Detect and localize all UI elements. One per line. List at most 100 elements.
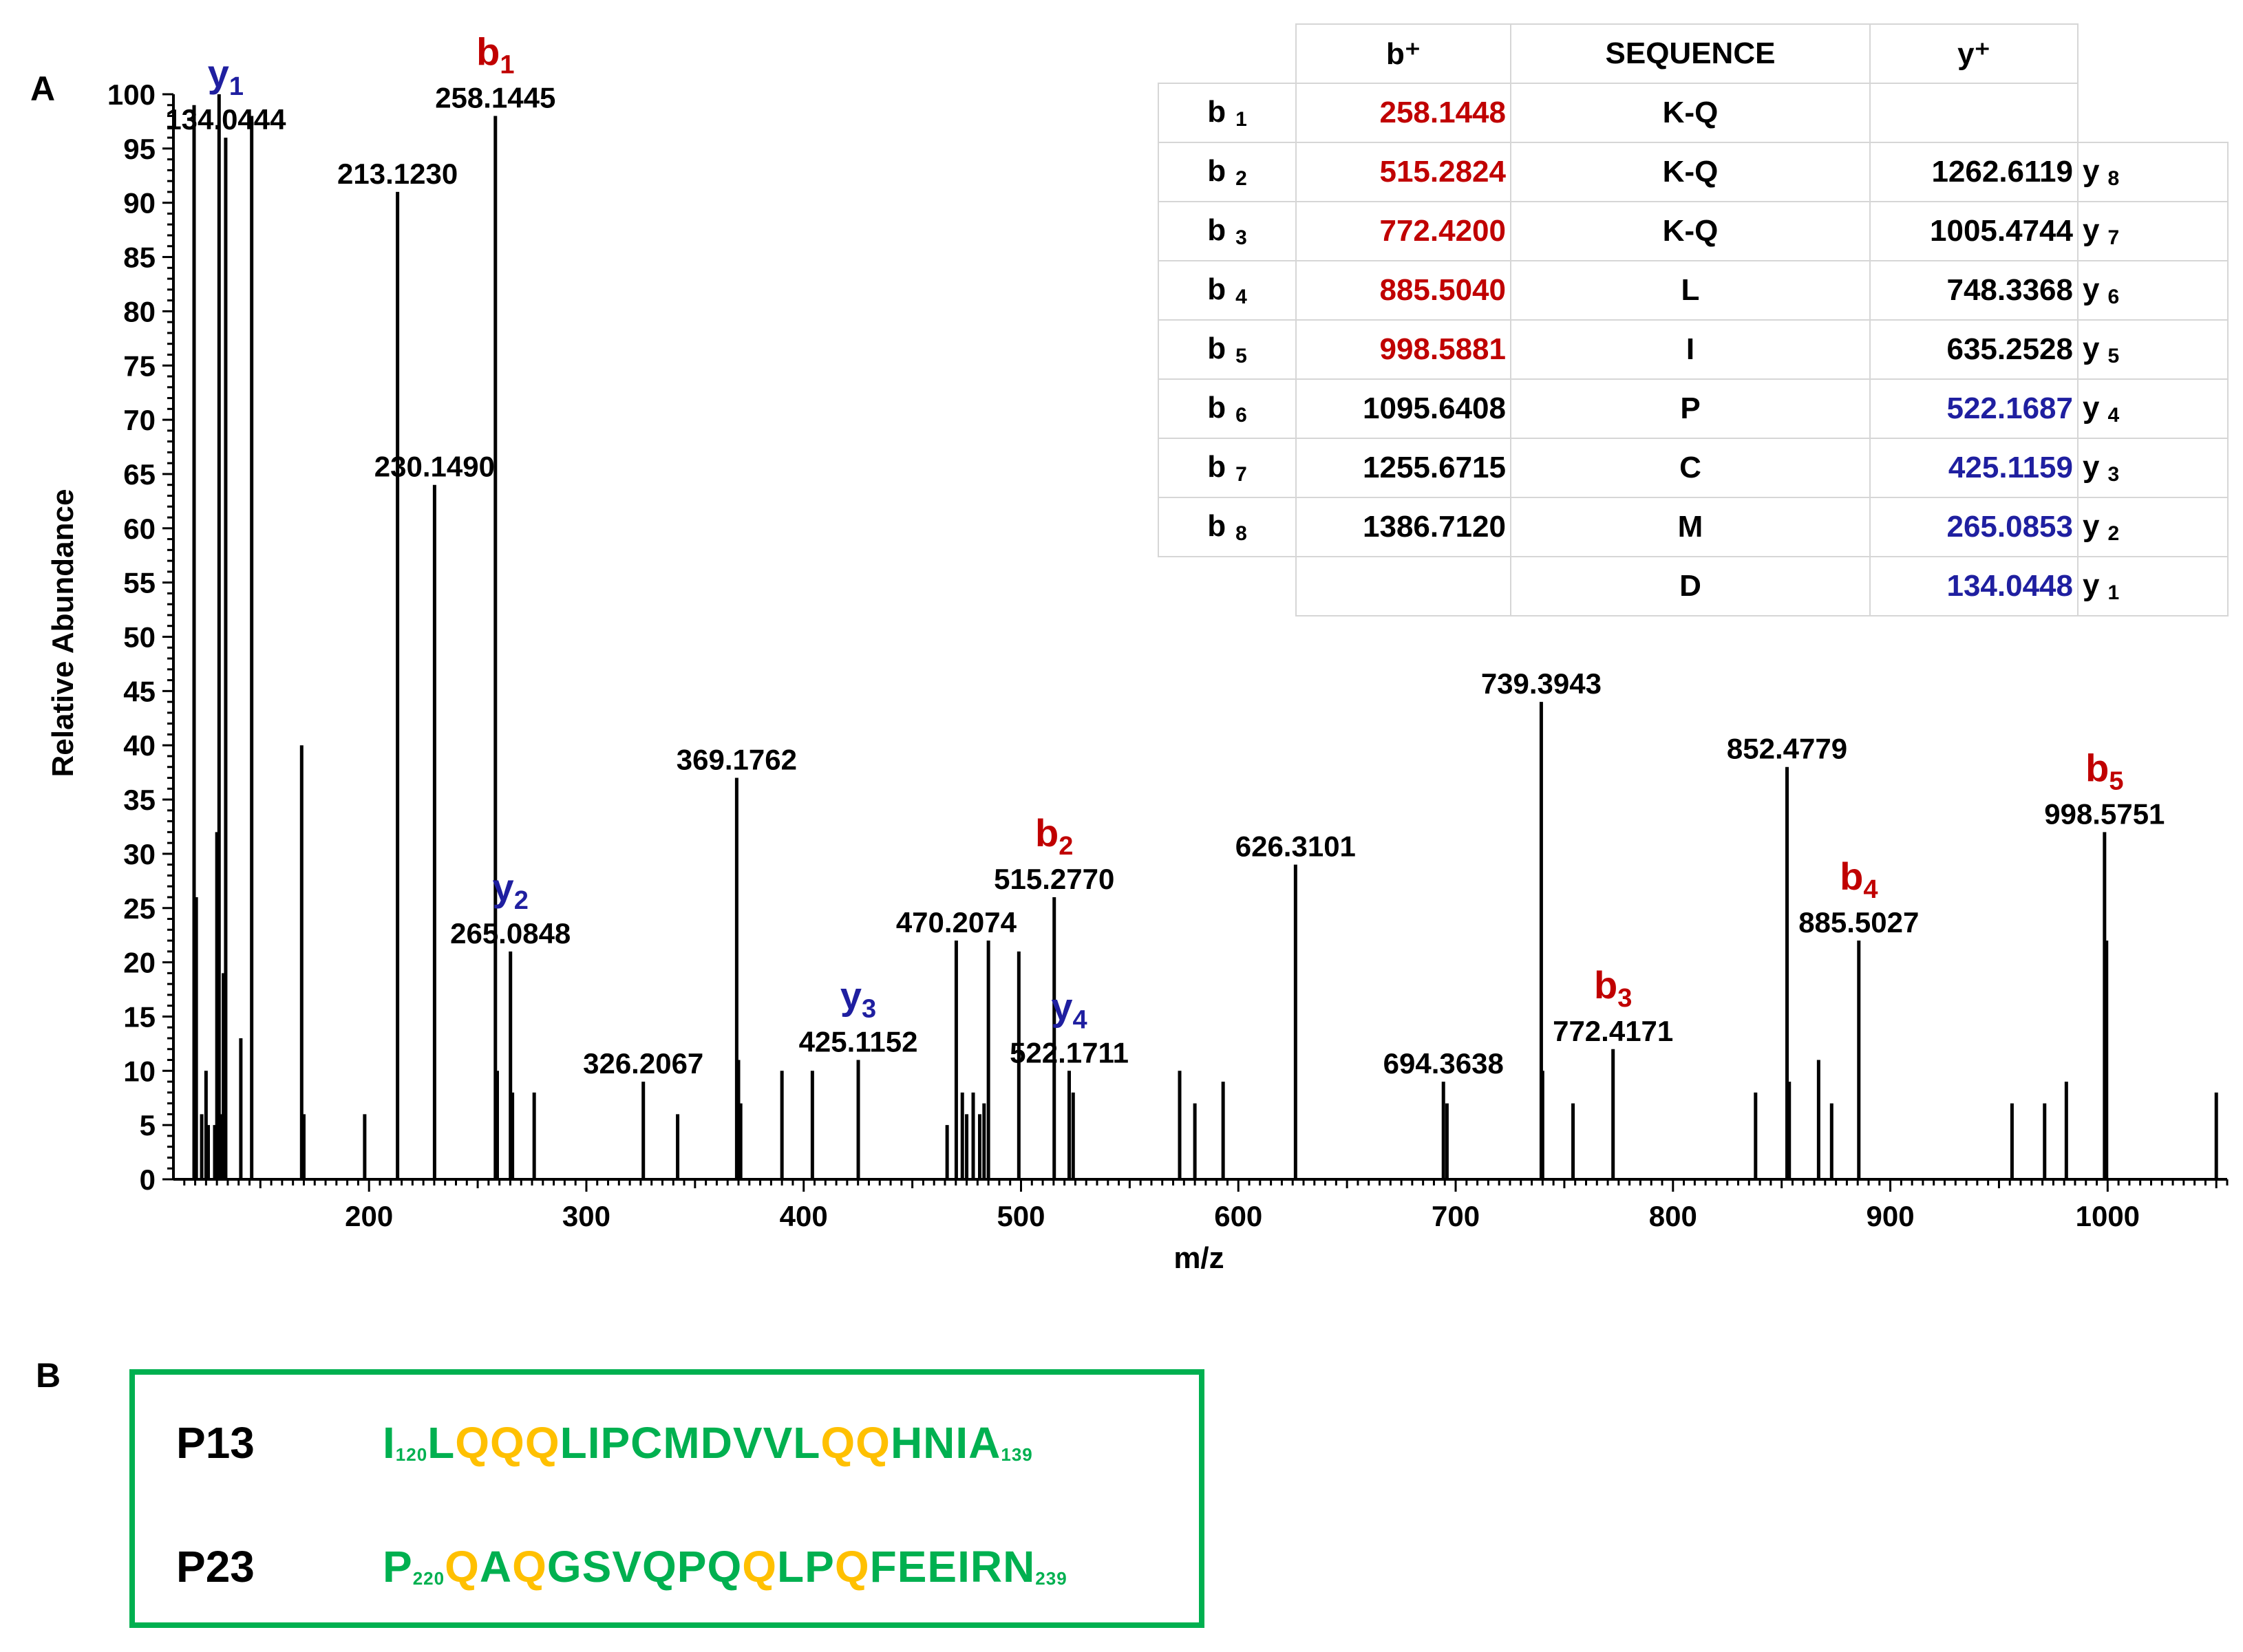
sequence-residue: L	[1510, 260, 1871, 321]
y-tick-label: 100	[107, 78, 156, 111]
peak-mz-label: 772.4171	[1553, 1015, 1673, 1047]
chart-peak-labels: 134.0444y1213.1230258.1445b1230.1490265.…	[165, 30, 2165, 1080]
peak-mz-label: 213.1230	[337, 158, 458, 190]
peptide-row: P13 I120LQQQLIPCMDVVLQQHNIA139	[176, 1417, 1033, 1472]
b-ion-value: 1255.6715	[1295, 438, 1511, 498]
y-ion-value: 265.0853	[1869, 497, 2079, 557]
x-tick-label: 200	[345, 1200, 393, 1232]
peak-mz-label: 694.3638	[1383, 1047, 1504, 1080]
peak-mz-label: 998.5751	[2044, 797, 2165, 830]
panel-b-label: B	[36, 1356, 61, 1395]
peak-mz-label: 515.2770	[994, 863, 1114, 895]
y-axis-label: Relative Abundance	[46, 489, 80, 777]
ion-annotation-label: y2	[493, 866, 529, 915]
table-row: b 4 885.5040 L 748.3368 y 6	[1158, 260, 2229, 321]
x-axis-label: m/z	[1173, 1241, 1224, 1275]
header-spacer	[2078, 24, 2228, 83]
peak-mz-label: 522.1711	[1010, 1036, 1129, 1069]
y-tick-label: 90	[123, 187, 156, 219]
y-ion-value: 134.0448	[1869, 556, 2079, 616]
ion-annotation-label: b3	[1594, 963, 1632, 1013]
peptide-name: P13	[176, 1418, 255, 1468]
ion-annotation-label: b4	[1840, 855, 1878, 904]
peak-mz-label: 626.3101	[1235, 830, 1356, 863]
ion-annotation-label: y4	[1051, 985, 1087, 1034]
y-tick-label: 25	[123, 892, 156, 925]
table-row: b 1 258.1448 K-Q	[1158, 83, 2228, 143]
x-tick-label: 900	[1867, 1200, 1915, 1232]
peptide-sequence: P220QAQGSVQPQQLPQFEEIRN239	[383, 1542, 1067, 1591]
x-tick-label: 500	[997, 1200, 1045, 1232]
y-ion-value: 635.2528	[1869, 319, 2079, 380]
y-ion-value: 522.1687	[1869, 378, 2079, 439]
sequence-residue: K-Q	[1510, 83, 1871, 143]
header-y-ion: y⁺	[1869, 23, 2079, 84]
peak-mz-label: 369.1762	[677, 744, 797, 776]
b-ion-value: 515.2824	[1295, 142, 1511, 202]
ion-annotation-label: y1	[208, 52, 244, 101]
panel-a-label: A	[30, 69, 56, 108]
table-row: b 8 1386.7120 M 265.0853 y 2	[1158, 497, 2229, 557]
y-tick-label: 75	[123, 350, 156, 382]
y-tick-label: 50	[123, 621, 156, 654]
table-header-row: b⁺ SEQUENCE y⁺	[1158, 23, 2228, 84]
y-ion-value: 748.3368	[1869, 260, 2079, 321]
y-tick-label: 95	[123, 133, 156, 165]
table-row: b 6 1095.6408 P 522.1687 y 4	[1158, 378, 2229, 439]
peak-mz-label: 425.1152	[799, 1026, 918, 1058]
y-ion-value	[1869, 83, 2079, 143]
y-tick-label: 20	[123, 947, 156, 979]
x-tick-label: 400	[780, 1200, 828, 1232]
chart-axes: 0 5 10 15 20 25 30 35 40 45 50 55 60 65 70 75 80 85 90 95 10…	[107, 78, 2229, 1232]
peak-mz-label: 885.5027	[1798, 906, 1919, 938]
peptide-row: P23 P220QAQGSVQPQQLPQFEEIRN239	[176, 1541, 1067, 1596]
header-spacer	[1158, 24, 1296, 83]
ion-annotation-label: b1	[476, 30, 514, 80]
y-ion-value: 1005.4744	[1869, 201, 2079, 261]
y-tick-label: 30	[123, 838, 156, 870]
table-row: b 2 515.2824 K-Q 1262.6119 y 8	[1158, 142, 2229, 202]
b-ion-value: 1386.7120	[1295, 497, 1511, 557]
sequence-residue: K-Q	[1510, 142, 1871, 202]
peak-mz-label: 134.0444	[165, 103, 286, 136]
table-row: b 7 1255.6715 C 425.1159 y 3	[1158, 438, 2229, 498]
y-tick-label: 85	[123, 242, 156, 274]
y-tick-label: 65	[123, 458, 156, 491]
y-tick-label: 10	[123, 1055, 156, 1087]
peptide-sequence-box: P13 I120LQQQLIPCMDVVLQQHNIA139 P23 P220Q…	[129, 1369, 1204, 1628]
peak-mz-label: 326.2067	[583, 1047, 703, 1080]
y-tick-label: 40	[123, 729, 156, 762]
header-b-ion: b⁺	[1295, 23, 1511, 84]
b-ion-value: 1095.6408	[1295, 378, 1511, 439]
table-row: D 134.0448 y 1	[1158, 556, 2229, 616]
ion-annotation-label: b5	[2085, 746, 2123, 795]
y-ion-value: 1262.6119	[1869, 142, 2079, 202]
peptide-sequence: I120LQQQLIPCMDVVLQQHNIA139	[383, 1418, 1033, 1468]
sequence-residue: P	[1510, 378, 1871, 439]
peak-mz-label: 852.4779	[1727, 733, 1847, 765]
y-tick-label: 15	[123, 1000, 156, 1033]
table-row: b 3 772.4200 K-Q 1005.4744 y 7	[1158, 201, 2229, 261]
y-tick-label: 80	[123, 295, 156, 328]
x-tick-label: 1000	[2076, 1200, 2140, 1232]
b-ion-label	[1158, 557, 1296, 616]
sequence-residue: K-Q	[1510, 201, 1871, 261]
table-row: b 5 998.5881 I 635.2528 y 5	[1158, 319, 2229, 380]
b-ion-value: 772.4200	[1295, 201, 1511, 261]
peak-mz-label: 470.2074	[896, 906, 1017, 938]
